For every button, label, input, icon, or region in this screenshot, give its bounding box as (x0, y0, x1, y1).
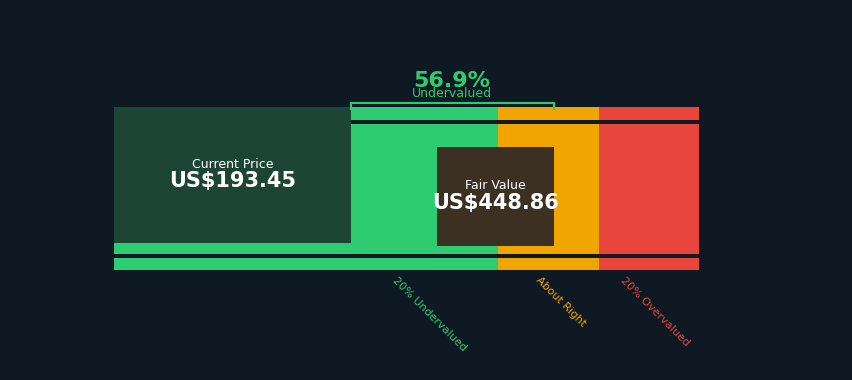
Text: Undervalued: Undervalued (412, 87, 492, 100)
Bar (498, 258, 598, 271)
Bar (114, 124, 498, 253)
Bar (436, 147, 553, 246)
Text: 20% Overvalued: 20% Overvalued (618, 275, 690, 348)
Bar (598, 107, 698, 120)
Bar (498, 124, 598, 253)
Bar (498, 107, 598, 120)
Text: US$193.45: US$193.45 (169, 171, 296, 192)
Text: US$448.86: US$448.86 (431, 193, 558, 213)
Bar (598, 124, 698, 253)
Text: 56.9%: 56.9% (413, 71, 490, 91)
Text: 20% Undervalued: 20% Undervalued (390, 275, 468, 353)
Bar (114, 258, 498, 271)
Bar (114, 107, 350, 243)
Text: Fair Value: Fair Value (464, 179, 525, 192)
Text: About Right: About Right (532, 275, 586, 329)
Bar (598, 258, 698, 271)
Text: Current Price: Current Price (192, 158, 273, 171)
Bar (114, 107, 498, 120)
